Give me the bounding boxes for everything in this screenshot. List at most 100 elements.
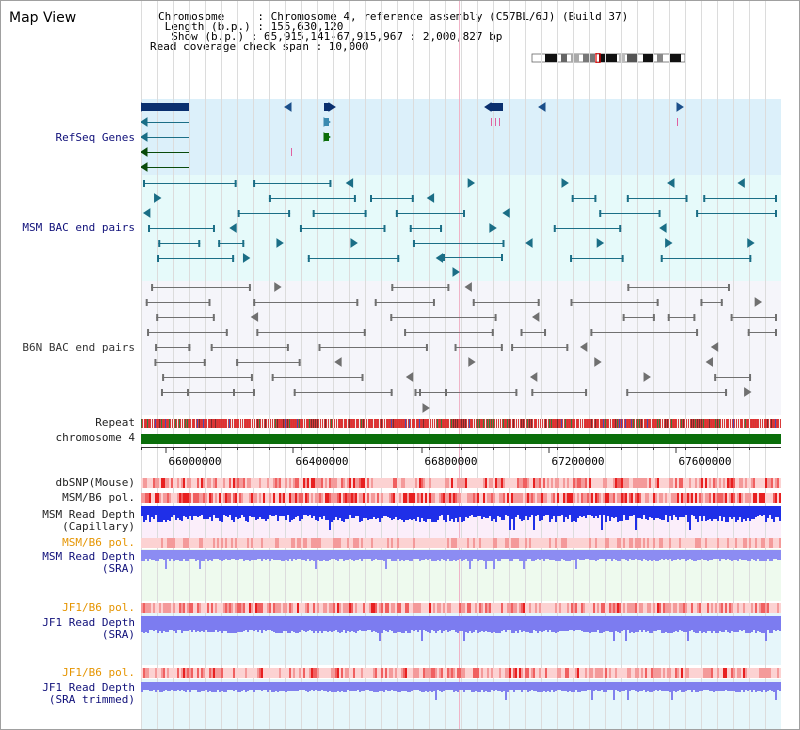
dbsnp-heat-cell [285,478,287,488]
jf1-sra-depth-bar [373,616,375,631]
jf1-b6-pol2-heat-cell [555,668,557,678]
jf1-b6-pol2-heat-cell [315,668,317,678]
jf1-b6-pol-heat-cell [469,603,471,613]
repeat-feature [751,419,752,428]
jf1-trim-depth-bar [629,682,631,691]
msm-sra-depth-bar [249,550,251,561]
dbsnp-heat-cell [637,478,639,488]
jf1-b6-pol2-heat-cell [571,668,573,678]
jf1-sra-depth-bar [367,616,369,630]
jf1-sra-depth-bar [775,616,777,631]
jf1-sra-depth-bar [457,616,459,633]
msm-b6-pol2-heat-cell [729,538,731,548]
dbsnp-heat-cell [731,478,733,488]
repeat-feature [759,419,760,428]
jf1-sra-depth-bar [747,616,749,633]
msm-b6-pol2-heat-cell [473,538,475,548]
jf1-b6-pol2-heat-cell [611,668,613,678]
msm-b6-pol2-heat-cell [703,538,705,548]
dbsnp-heat-cell [775,478,777,488]
dbsnp-heat-cell [457,478,459,488]
msm-b6-pol2-heat-cell [491,538,493,548]
jf1-b6-pol2-heat-cell [499,668,501,678]
jf1-b6-pol2-heat-cell [309,668,311,678]
msm-bac-pair-left-end [395,210,398,217]
jf1-b6-pol-heat-cell [153,603,155,613]
msm-bac-end [242,253,251,263]
repeat-feature [745,419,746,428]
genome-track-panel[interactable]: 66000000 66400000 66800000 67200000 67600000 [141,1,781,730]
chromosome-ideogram[interactable] [531,53,686,63]
jf1-b6-pol-heat-cell [769,603,771,613]
msm-sra-depth-bar [597,550,599,560]
jf1-sra-depth-bar [229,616,231,633]
msm-b6-pol-heat-cell [689,493,691,503]
jf1-b6-pol-heat-cell [661,603,663,613]
jf1-sra-depth-bar [375,616,377,632]
msm-b6-pol2-heat-cell [253,538,255,548]
msm-sra-depth-bar [277,550,279,560]
jf1-b6-pol2-heat-cell [287,668,289,678]
jf1-sra-depth-bar [611,616,613,632]
jf1-sra-depth-bar [585,616,587,632]
dbsnp-heat-cell [229,478,231,488]
dbsnp-heat-cell [247,478,249,488]
dbsnp-label: dbSNP(Mouse) [55,476,135,489]
dbsnp-heat-cell [491,478,493,488]
msm-sra-depth-bar [513,550,515,559]
msm-b6-pol2-heat-cell [735,538,737,548]
repeat-feature [495,419,496,428]
jf1-sra-depth-bar [323,616,325,631]
jf1-trim-depth-bar [745,682,747,690]
msm-cap-depth-bar [711,506,713,521]
msm-b6-pol-heat-cell [313,493,315,503]
msm-b6-pol-heat-cell [235,493,237,503]
msm-sra-depth-bar [621,550,623,559]
repeat-feature [741,419,742,428]
msm-b6-pol2-heat-cell [765,538,767,548]
jf1-b6-pol2-heat-cell [455,668,457,678]
msm-cap-depth-bar [695,506,697,519]
dbsnp-heat-cell [175,478,177,488]
jf1-sra-depth-bar [495,616,497,633]
msm-b6-pol2-heat-cell [489,538,491,548]
jf1-trim-depth-bar [405,682,407,691]
msm-sra-depth-bar [563,550,565,560]
msm-b6-pol2-heat-cell [623,538,625,548]
jf1-b6-pol-heat-cell [485,603,487,613]
jf1-b6-pol-heat-cell [731,603,733,613]
msm-b6-pol-heat-cell [341,493,343,503]
jf1-trim-depth-bar [675,682,677,692]
repeat-feature [541,419,542,428]
jf1-trim-depth-bar [733,682,735,691]
msm-b6-pol2-heat-cell [183,538,185,548]
jf1-sra-depth-bar [451,616,453,630]
jf1-trim-depth-bar [187,682,189,690]
jf1-trim-depth-bar [399,682,401,692]
jf1-b6-pol-heat-cell [225,603,227,613]
jf1-trim-depth-bar [727,682,729,691]
msm-cap-depth-bar [701,506,703,521]
msm-b6-pol2-heat-cell [205,538,207,548]
jf1-sra-depth-bar [271,616,273,631]
repeat-feature [259,419,260,428]
msm-b6-pol2-heat-cell [545,538,547,548]
msm-sra-depth-bar [461,550,463,561]
msm-b6-pol2-heat-cell [267,538,269,548]
dbsnp-heat-cell [379,478,381,488]
repeat-feature [675,419,676,428]
jf1-sra-depth-bar [441,616,443,633]
msm-cap-depth-bar [667,506,669,522]
b6n-bac-pair-left-end [236,359,239,366]
b6n-bac-pair-left-end [622,314,625,321]
repeat-feature [155,419,156,428]
msm-cap-depth-bar [369,506,371,519]
jf1-b6-pol2-heat-cell [183,668,185,678]
jf1-sra-depth-bar [151,616,153,630]
jf1-sra-depth-bar [641,616,643,632]
repeat-feature [729,419,730,428]
dbsnp-heat-cell [283,478,285,488]
repeat-feature [591,419,592,428]
jf1-sra-depth-bar [717,616,719,633]
jf1-trim-depth-bar [495,682,497,690]
